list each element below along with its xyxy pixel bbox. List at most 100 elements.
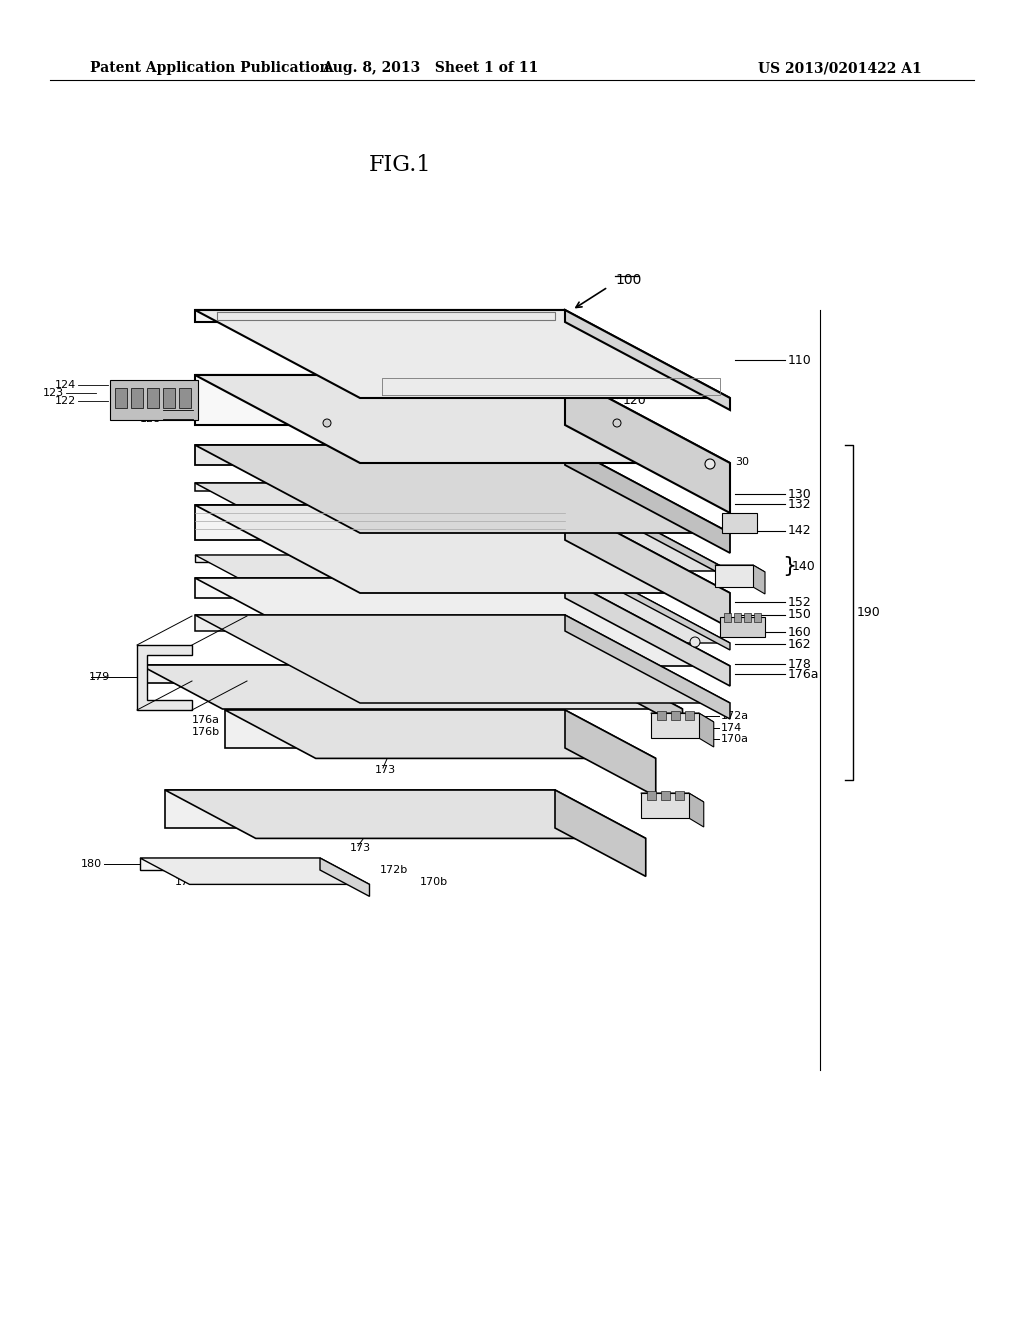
Polygon shape [565,710,655,796]
Polygon shape [140,665,683,709]
Polygon shape [565,578,730,686]
Polygon shape [195,578,565,598]
Polygon shape [195,615,565,631]
Polygon shape [140,858,319,870]
Text: 180: 180 [81,859,102,869]
Polygon shape [165,789,555,828]
Text: 170a: 170a [721,734,749,744]
Text: 123: 123 [43,388,63,399]
Text: 126: 126 [140,405,161,414]
Polygon shape [565,445,730,553]
Polygon shape [565,310,730,411]
Bar [754,612,761,622]
Polygon shape [195,578,730,667]
Text: 172b: 172b [380,865,409,875]
Text: 179: 179 [89,672,111,682]
Text: 173: 173 [350,843,371,853]
Polygon shape [565,483,730,579]
Text: 130: 130 [788,487,812,500]
Text: 173: 173 [375,766,396,775]
Polygon shape [195,445,565,465]
Polygon shape [225,710,565,748]
Circle shape [613,418,621,426]
Bar [685,711,693,719]
Polygon shape [195,375,730,463]
Polygon shape [195,554,565,562]
Bar [656,711,666,719]
Text: 150: 150 [788,609,812,622]
Polygon shape [641,793,689,818]
Text: 128: 128 [139,414,161,424]
Text: 176b: 176b [191,727,220,737]
Polygon shape [565,506,730,628]
Polygon shape [698,713,714,747]
Polygon shape [137,645,193,710]
Text: 152: 152 [788,595,812,609]
Text: 132: 132 [788,498,812,511]
Text: 172a: 172a [721,711,749,721]
Text: 110: 110 [788,354,812,367]
Polygon shape [195,615,730,704]
Text: Aug. 8, 2013   Sheet 1 of 11: Aug. 8, 2013 Sheet 1 of 11 [322,61,539,75]
Bar [115,388,127,408]
Polygon shape [650,713,714,722]
Polygon shape [565,375,730,513]
Text: Patent Application Publication: Patent Application Publication [90,61,330,75]
Bar [179,388,191,408]
Text: 190: 190 [857,606,881,619]
Polygon shape [600,665,683,727]
Bar [675,791,684,800]
Bar [734,612,741,622]
Text: 160: 160 [788,626,812,639]
Polygon shape [689,793,703,828]
Polygon shape [715,565,765,572]
Text: 170b: 170b [420,876,449,887]
Polygon shape [140,665,600,682]
Polygon shape [225,710,655,759]
Text: }: } [782,556,796,576]
Polygon shape [195,483,730,572]
Polygon shape [165,789,646,838]
Polygon shape [650,713,698,738]
Text: 120: 120 [623,393,647,407]
Polygon shape [195,445,730,533]
Polygon shape [195,375,565,425]
Circle shape [705,459,715,469]
Text: 174: 174 [430,805,452,814]
Text: 176b: 176b [175,876,203,887]
Text: 122: 122 [54,396,76,407]
Text: US 2013/0201422 A1: US 2013/0201422 A1 [758,61,922,75]
Polygon shape [753,565,765,594]
Polygon shape [319,858,370,896]
Bar [671,711,680,719]
Bar [744,612,751,622]
Text: 142: 142 [788,524,812,537]
Text: 176a: 176a [788,668,819,681]
Text: 176a: 176a [175,865,203,875]
Polygon shape [555,789,646,876]
Text: FIG.1: FIG.1 [369,154,431,176]
Polygon shape [195,506,565,540]
Text: 124: 124 [54,380,76,389]
Text: 178: 178 [788,657,812,671]
Text: 100: 100 [615,273,641,286]
Polygon shape [565,615,730,719]
Polygon shape [641,793,703,803]
Text: 174: 174 [721,723,742,733]
Circle shape [323,418,331,426]
Bar [660,791,670,800]
Polygon shape [195,310,565,322]
Bar [163,388,175,408]
Polygon shape [195,310,730,399]
Bar [131,388,143,408]
Polygon shape [195,506,730,593]
Polygon shape [195,554,730,643]
Text: 140: 140 [792,560,816,573]
Circle shape [690,638,700,647]
Text: 162: 162 [788,638,812,651]
Polygon shape [720,616,765,638]
Polygon shape [715,565,753,587]
Bar [647,791,655,800]
Polygon shape [195,483,565,491]
Bar [724,612,731,622]
